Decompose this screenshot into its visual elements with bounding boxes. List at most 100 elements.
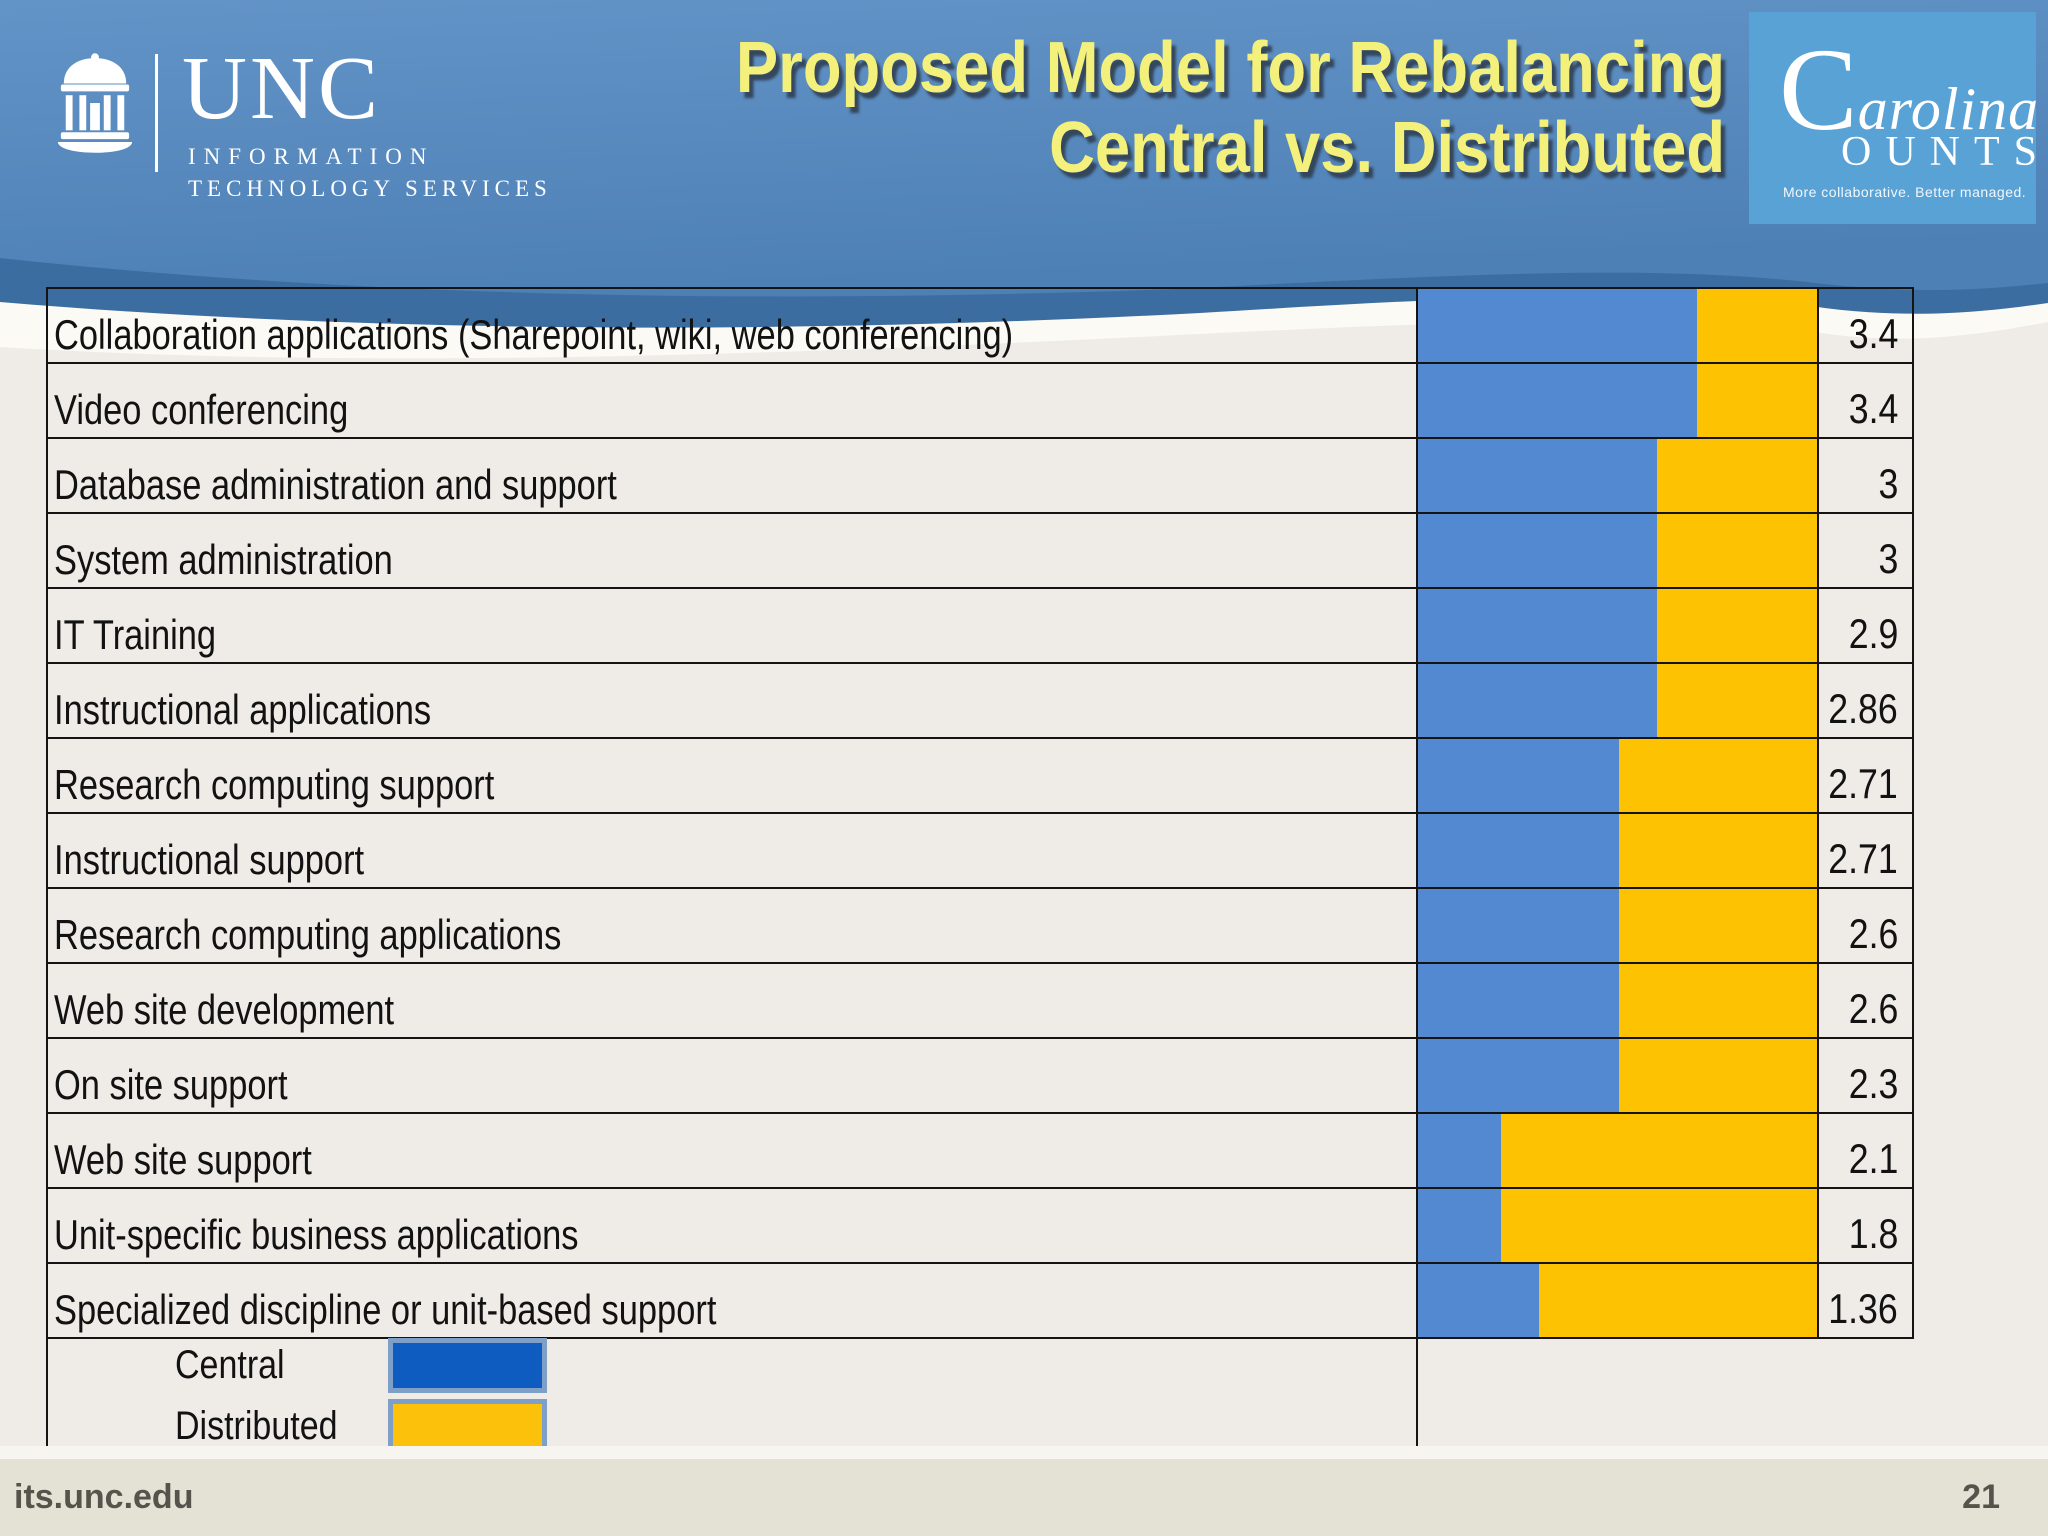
- row-label: Instructional support: [54, 836, 365, 883]
- stacked-bar: [1416, 1114, 1817, 1187]
- distributed-bar-segment: [1657, 589, 1817, 662]
- central-bar-segment: [1418, 1264, 1539, 1337]
- header-swoosh-background: [0, 0, 2048, 359]
- stacked-bar: [1416, 514, 1817, 587]
- row-label: Collaboration applications (Sharepoint, …: [54, 311, 1014, 358]
- distributed-bar-segment: [1619, 889, 1817, 962]
- row-label: Web site development: [54, 986, 395, 1033]
- row-label: IT Training: [54, 611, 217, 658]
- table-row: System administration 3: [48, 514, 1912, 589]
- row-value: 2.6: [1817, 964, 1912, 1037]
- distributed-bar-segment: [1501, 1114, 1817, 1187]
- row-value: 3: [1817, 439, 1912, 512]
- slide-title-line2: Central vs. Distributed: [1049, 108, 1725, 188]
- stacked-bar: [1416, 739, 1817, 812]
- table-row: Research computing support 2.71: [48, 739, 1912, 814]
- central-bar-segment: [1418, 589, 1657, 662]
- legend-swatch: [388, 1338, 547, 1393]
- distributed-bar-segment: [1619, 814, 1817, 887]
- table-divider-extension: [1416, 1337, 1418, 1457]
- stacked-bar: [1416, 589, 1817, 662]
- distributed-bar-segment: [1697, 364, 1817, 437]
- central-bar-segment: [1418, 1039, 1619, 1112]
- row-label: Web site support: [54, 1136, 312, 1183]
- central-bar-segment: [1418, 1114, 1501, 1187]
- row-value: 2.71: [1817, 739, 1912, 812]
- unc-dept-line1: INFORMATION: [188, 144, 435, 169]
- stacked-bar: [1416, 964, 1817, 1037]
- distributed-bar-segment: [1619, 739, 1817, 812]
- table-row: Web site development 2.6: [48, 964, 1912, 1039]
- distributed-bar-segment: [1539, 1264, 1817, 1337]
- stacked-bar: [1416, 889, 1817, 962]
- table-left-border-extension: [46, 1337, 48, 1457]
- row-label: System administration: [54, 536, 393, 583]
- central-bar-segment: [1418, 664, 1657, 737]
- central-bar-segment: [1418, 964, 1619, 1037]
- page-number: 21: [1962, 1478, 2000, 1516]
- footer-url: its.unc.edu: [14, 1478, 194, 1516]
- row-label: On site support: [54, 1061, 288, 1108]
- stacked-bar: [1416, 664, 1817, 737]
- row-value: 2.86: [1817, 664, 1912, 737]
- row-value: 3: [1817, 514, 1912, 587]
- central-bar-segment: [1418, 514, 1657, 587]
- table-row: IT Training 2.9: [48, 589, 1912, 664]
- legend-item: Central: [175, 1338, 547, 1393]
- table-row: Database administration and support 3: [48, 439, 1912, 514]
- central-bar-segment: [1418, 364, 1697, 437]
- stacked-bar: [1416, 1189, 1817, 1262]
- row-value: 3.4: [1817, 364, 1912, 437]
- unc-dept-line2: TECHNOLOGY SERVICES: [188, 176, 552, 201]
- stacked-bar: [1416, 1039, 1817, 1112]
- row-value: 1.8: [1817, 1189, 1912, 1262]
- row-label: Research computing applications: [54, 911, 562, 958]
- central-bar-segment: [1418, 889, 1619, 962]
- logo-divider-line: [155, 54, 158, 172]
- footer-top-highlight: [0, 1446, 2048, 1459]
- central-bar-segment: [1418, 439, 1657, 512]
- row-value: 2.3: [1817, 1039, 1912, 1112]
- row-label: Database administration and support: [54, 461, 617, 508]
- distributed-bar-segment: [1697, 289, 1817, 362]
- legend-label: Central: [175, 1343, 285, 1387]
- carolina-wordmark: Carolina: [1779, 24, 2040, 155]
- unc-acronym: UNC: [182, 39, 382, 138]
- row-value: 1.36: [1817, 1264, 1912, 1337]
- row-label: Video conferencing: [54, 386, 349, 433]
- row-value: 2.9: [1817, 589, 1912, 662]
- row-value: 3.4: [1817, 289, 1912, 362]
- row-value: 2.1: [1817, 1114, 1912, 1187]
- distributed-bar-segment: [1657, 664, 1817, 737]
- table-row: Unit-specific business applications 1.8: [48, 1189, 1912, 1264]
- legend-label: Distributed: [175, 1404, 338, 1448]
- row-label: Instructional applications: [54, 686, 432, 733]
- table-row: Instructional applications 2.86: [48, 664, 1912, 739]
- table-row: Video conferencing 3.4: [48, 364, 1912, 439]
- slide-title: Proposed Model for Rebalancing Central v…: [601, 28, 1725, 188]
- distributed-bar-segment: [1657, 439, 1817, 512]
- distributed-bar-segment: [1657, 514, 1817, 587]
- row-value: 2.71: [1817, 814, 1912, 887]
- table-row: On site support 2.3: [48, 1039, 1912, 1114]
- stacked-bar: [1416, 289, 1817, 362]
- stacked-bar: [1416, 814, 1817, 887]
- chart-legend: Central Distributed: [175, 1338, 547, 1460]
- row-label: Specialized discipline or unit-based sup…: [54, 1286, 717, 1333]
- distributed-bar-segment: [1619, 964, 1817, 1037]
- carolina-counts-logo: Carolina OUNTS More collaborative. Bette…: [1749, 12, 2040, 224]
- distributed-bar-segment: [1619, 1039, 1817, 1112]
- stacked-bar: [1416, 364, 1817, 437]
- footer-bar: its.unc.edu 21: [0, 1459, 2048, 1536]
- old-well-icon: [57, 53, 133, 153]
- counts-wordmark: OUNTS: [1841, 129, 2048, 175]
- row-label: Research computing support: [54, 761, 495, 808]
- table-row: Web site support 2.1: [48, 1114, 1912, 1189]
- row-label: Unit-specific business applications: [54, 1211, 579, 1258]
- central-bar-segment: [1418, 814, 1619, 887]
- distributed-bar-segment: [1501, 1189, 1817, 1262]
- table-row: Specialized discipline or unit-based sup…: [48, 1264, 1912, 1339]
- central-bar-segment: [1418, 1189, 1501, 1262]
- central-bar-segment: [1418, 289, 1697, 362]
- services-rating-table: Collaboration applications (Sharepoint, …: [46, 287, 1914, 1339]
